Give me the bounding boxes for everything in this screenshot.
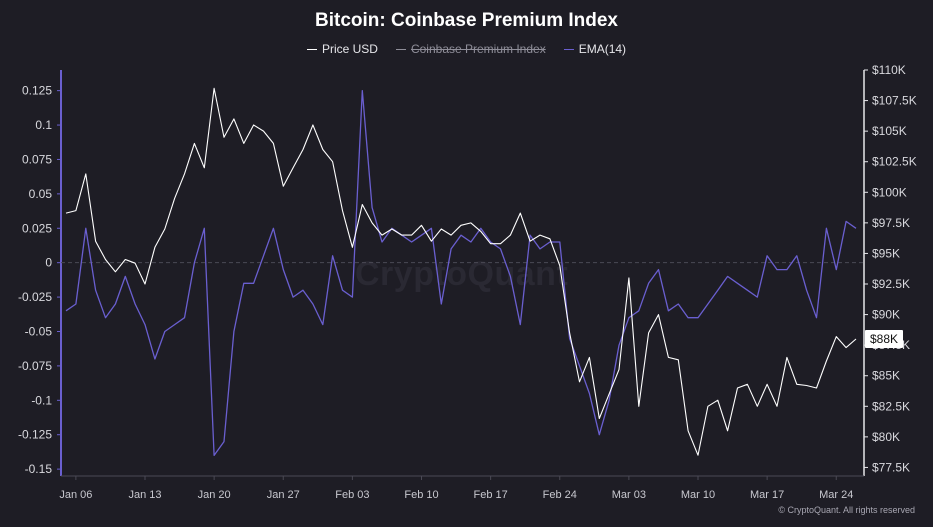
left-tick-label: -0.15: [25, 462, 53, 476]
left-axis: 0.125 0.1 0.075 0.05 0.025 0 -0.025 -0.05 -0.075…: [18, 70, 864, 476]
right-tick-label: $77.5K: [872, 460, 910, 474]
left-tick-label: -0.05: [25, 324, 53, 338]
x-tick-label: Jan 27: [267, 489, 300, 501]
x-tick-label: Feb 10: [404, 489, 438, 501]
price-tag-box: [865, 330, 903, 349]
x-tick-label: Feb 17: [474, 489, 508, 501]
x-axis: Jan 06 Jan 13 Jan 20 Jan 27 Feb 03 Feb 10 Feb …: [59, 475, 864, 501]
legend-item-price-usd[interactable]: Price USD: [306, 42, 378, 56]
x-tick-label: Mar 03: [612, 489, 646, 501]
right-tick-label: $95K: [872, 246, 900, 260]
price-usd-line: [65, 87, 857, 456]
right-tick-label: $85K: [872, 369, 900, 383]
right-tick-label: $102.5K: [872, 155, 917, 169]
left-tick-label: 0: [45, 256, 52, 270]
x-tick-label: Jan 13: [128, 489, 161, 501]
series-layer: [65, 87, 857, 457]
x-tick-label: Mar 17: [750, 489, 784, 501]
left-tick-label: 0.125: [22, 84, 52, 98]
right-tick-label: $90K: [872, 308, 900, 322]
right-tick-label: $110K: [872, 63, 906, 77]
left-tick-label: -0.1: [31, 393, 52, 407]
watermark: CryptoQuant: [355, 255, 569, 293]
x-tick-label: Jan 06: [59, 489, 92, 501]
x-tick-label: Feb 24: [543, 489, 577, 501]
legend-swatch-coinbase-premium-index: [395, 48, 406, 50]
left-tick-label: 0.025: [22, 221, 52, 235]
legend-label-coinbase-premium-index: Coinbase Premium Index: [410, 42, 546, 56]
right-tick-label: $105K: [872, 124, 907, 138]
legend-swatch-ema14: [563, 48, 574, 50]
right-axis: $110K $107.5K $105K $102.5K $100K $97.5K $95K $…: [863, 63, 917, 476]
legend-label-ema14: EMA(14): [578, 42, 627, 56]
legend-swatch-price-usd: [306, 48, 317, 50]
copyright-notice: © CryptoQuant. All rights reserved: [778, 505, 915, 515]
ema14-line: [65, 89, 857, 457]
x-tick-label: Feb 03: [335, 489, 369, 501]
right-tick-label: $82.5K: [872, 399, 910, 413]
legend-item-ema14[interactable]: EMA(14): [563, 42, 627, 56]
right-tick-label: $97.5K: [872, 216, 910, 230]
price-tag-label: $88K: [870, 332, 898, 346]
right-tick-label: $100K: [872, 185, 907, 199]
chart-title: Bitcoin: Coinbase Premium Index: [315, 10, 618, 31]
left-tick-label: -0.125: [18, 428, 52, 442]
x-tick-label: Mar 24: [819, 489, 853, 501]
left-tick-label: 0.1: [35, 118, 52, 132]
legend-item-coinbase-premium-index[interactable]: Coinbase Premium Index: [395, 42, 546, 56]
price-tag: $88K: [865, 330, 903, 349]
right-tick-label: $107.5K: [872, 94, 917, 108]
left-tick-label: -0.075: [18, 359, 52, 373]
left-tick-label: 0.05: [29, 187, 53, 201]
chart-legend: Price USD Coinbase Premium Index EMA(14): [0, 42, 933, 56]
x-tick-label: Mar 10: [681, 489, 715, 501]
left-tick-label: -0.025: [18, 290, 52, 304]
right-tick-label: $80K: [872, 430, 900, 444]
x-tick-label: Jan 20: [198, 489, 231, 501]
left-tick-label: 0.075: [22, 152, 52, 166]
legend-label-price-usd: Price USD: [321, 42, 378, 56]
right-tick-label: $92.5K: [872, 277, 910, 291]
